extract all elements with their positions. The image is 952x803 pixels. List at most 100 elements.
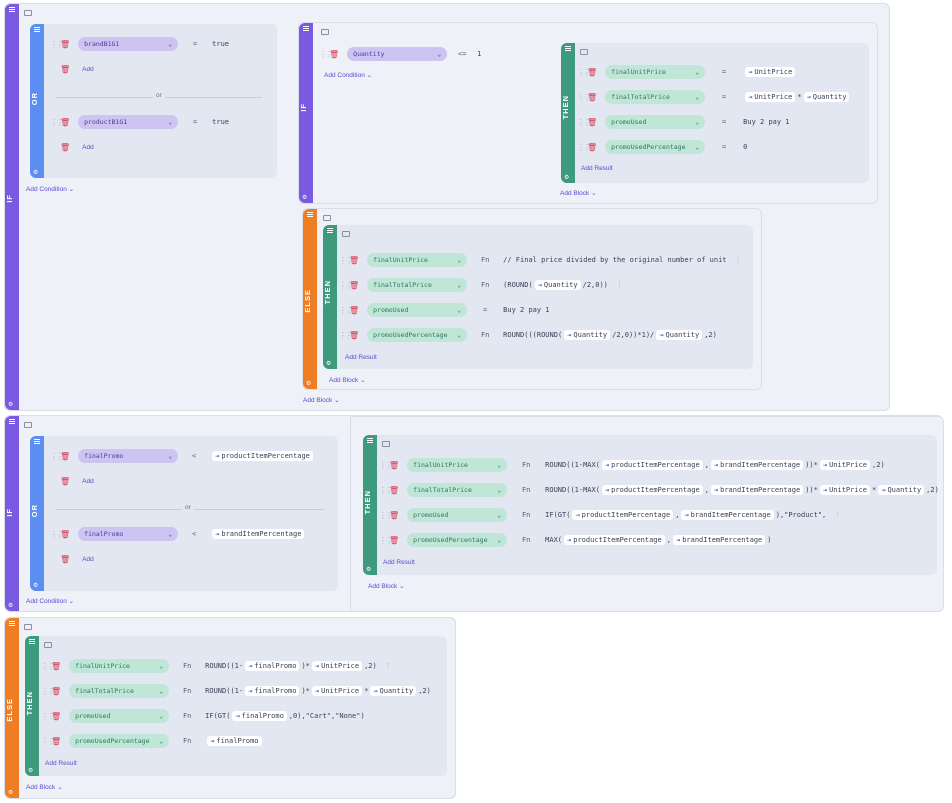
field-select[interactable]: promoUsedPercentage ⌄ xyxy=(605,140,706,154)
operator[interactable]: < xyxy=(192,530,197,538)
trash-icon[interactable]: 🗑 xyxy=(587,67,598,77)
field-select[interactable]: brandB1G1 ⌄ xyxy=(78,37,179,51)
then-bar[interactable]: THEN ⚙ xyxy=(363,435,377,575)
trash-icon[interactable]: 🗑 xyxy=(60,555,71,564)
menu-icon[interactable] xyxy=(327,228,333,233)
reference-chip[interactable]: ⇥ productItemPercentage xyxy=(601,460,703,470)
condition-value[interactable]: 1 xyxy=(477,50,482,58)
menu-icon[interactable] xyxy=(9,419,15,424)
comment-icon[interactable] xyxy=(342,231,350,237)
gear-icon[interactable]: ⚙ xyxy=(302,193,307,201)
condition-value[interactable]: true xyxy=(212,40,230,48)
reference-chip[interactable]: ⇥ Quantity xyxy=(534,280,581,290)
comment-icon[interactable] xyxy=(321,29,329,35)
trash-icon[interactable]: 🗑 xyxy=(587,142,598,152)
trash-icon[interactable]: 🗑 xyxy=(349,255,360,265)
operator[interactable]: < xyxy=(192,452,197,460)
drag-handle-icon[interactable]: ⋮⋮ xyxy=(319,49,333,59)
add-button[interactable]: 🗑 Add xyxy=(60,143,94,152)
drag-handle-icon[interactable]: ⋮⋮ xyxy=(339,330,353,340)
trash-icon[interactable]: 🗑 xyxy=(60,477,71,486)
add-block-button[interactable]: Add Block ⌄ xyxy=(303,397,340,404)
menu-icon[interactable] xyxy=(303,26,309,31)
reference-chip[interactable]: ⇥ UnitPrice xyxy=(311,686,363,696)
operator[interactable]: Fn xyxy=(521,486,531,494)
drag-handle-icon[interactable]: ⋮⋮ xyxy=(379,460,393,470)
if-bar[interactable]: IF ⚙ xyxy=(5,4,19,410)
field-select[interactable]: promoUsed ⌄ xyxy=(605,115,706,129)
trash-icon[interactable]: 🗑 xyxy=(60,451,71,461)
comment-icon[interactable] xyxy=(24,624,32,630)
operator[interactable]: <= xyxy=(457,50,467,58)
field-select[interactable]: finalUnitPrice ⌄ xyxy=(605,65,706,79)
drag-handle-icon[interactable]: ⋮⋮ xyxy=(577,142,591,152)
add-button[interactable]: 🗑 Add xyxy=(60,555,94,564)
drag-handle-icon[interactable]: ⋮⋮ xyxy=(577,117,591,127)
comment-icon[interactable] xyxy=(44,642,52,648)
drag-handle-icon[interactable]: ⋮⋮ xyxy=(339,255,353,265)
operator[interactable]: = xyxy=(483,306,488,314)
operator[interactable]: = xyxy=(722,93,727,101)
reference-chip[interactable]: ⇥ brandItemPercentage xyxy=(710,485,804,495)
then-bar[interactable]: THEN ⚙ xyxy=(25,636,39,776)
operator[interactable]: Fn xyxy=(521,511,531,519)
add-result-button[interactable]: Add Result xyxy=(45,760,77,767)
add-button[interactable]: 🗑 Add xyxy=(60,65,94,74)
field-select[interactable]: promoUsed ⌄ xyxy=(367,303,468,317)
field-select[interactable]: promoUsedPercentage ⌄ xyxy=(407,533,508,547)
operator[interactable]: Fn xyxy=(182,712,192,720)
drag-handle-icon[interactable]: ⋮⋮ xyxy=(50,39,64,49)
field-select[interactable]: Quantity ⌄ xyxy=(347,47,448,61)
reference-chip[interactable]: ⇥ brandItemPercentage xyxy=(672,535,766,545)
field-select[interactable]: finalUnitPrice ⌄ xyxy=(69,659,170,673)
reference-chip[interactable]: ⇥ finalPromo xyxy=(232,711,287,721)
menu-icon[interactable] xyxy=(34,27,40,32)
drag-handle-icon[interactable]: ⋮⋮ xyxy=(50,451,64,461)
drag-handle-icon[interactable]: ⋮⋮ xyxy=(41,736,55,746)
add-result-button[interactable]: Add Result xyxy=(581,165,613,172)
comment-icon[interactable] xyxy=(323,215,331,221)
add-result-button[interactable]: Add Result xyxy=(383,559,415,566)
gear-icon[interactable]: ⚙ xyxy=(326,359,331,367)
field-select[interactable]: promoUsed ⌄ xyxy=(407,508,508,522)
menu-icon[interactable] xyxy=(34,439,40,444)
drag-handle-icon[interactable]: ⋮⋮ xyxy=(50,529,64,539)
result-value[interactable]: Buy 2 pay 1 xyxy=(503,306,550,314)
operator[interactable]: Fn xyxy=(521,536,531,544)
result-value[interactable]: 0 xyxy=(743,143,748,151)
reference-chip[interactable]: ⇥ UnitPrice xyxy=(745,67,796,77)
gear-icon[interactable]: ⚙ xyxy=(8,601,13,609)
if-bar[interactable]: IF ⚙ xyxy=(5,416,19,611)
else-bar[interactable]: ELSE ⚙ xyxy=(5,618,19,798)
trash-icon[interactable]: 🗑 xyxy=(51,736,62,746)
trash-icon[interactable]: 🗑 xyxy=(60,117,71,127)
comment-icon[interactable] xyxy=(24,422,32,428)
gear-icon[interactable]: ⚙ xyxy=(28,766,33,774)
reference-chip[interactable]: ⇥ brandItemPercentage xyxy=(710,460,804,470)
field-select[interactable]: finalPromo ⌄ xyxy=(78,449,179,463)
trash-icon[interactable]: 🗑 xyxy=(51,686,62,696)
or-bar[interactable]: OR ⚙ xyxy=(30,436,44,591)
reference-chip[interactable]: ⇥ finalPromo xyxy=(207,736,262,746)
gear-icon[interactable]: ⚙ xyxy=(366,565,371,573)
field-select[interactable]: productB1G1 ⌄ xyxy=(78,115,179,129)
trash-icon[interactable]: 🗑 xyxy=(51,711,62,721)
reference-chip[interactable]: ⇥ brandItemPercentage xyxy=(212,529,305,539)
trash-icon[interactable]: 🗑 xyxy=(60,39,71,49)
operator[interactable]: Fn xyxy=(182,737,192,745)
add-condition-button[interactable]: Add Condition ⌄ xyxy=(26,598,75,605)
reference-chip[interactable]: ⇥ Quantity xyxy=(656,330,703,340)
trash-icon[interactable]: 🗑 xyxy=(389,535,400,545)
trash-icon[interactable]: 🗑 xyxy=(329,49,340,59)
reference-chip[interactable]: ⇥ Quantity xyxy=(878,485,925,495)
drag-handle-icon[interactable]: ⋮⋮ xyxy=(577,92,591,102)
trash-icon[interactable]: 🗑 xyxy=(349,330,360,340)
add-button[interactable]: 🗑 Add xyxy=(60,477,94,486)
trash-icon[interactable]: 🗑 xyxy=(587,92,598,102)
drag-handle-icon[interactable]: ⋮⋮ xyxy=(339,305,353,315)
trash-icon[interactable]: 🗑 xyxy=(60,143,71,152)
condition-value[interactable]: true xyxy=(212,118,230,126)
else-bar[interactable]: ELSE ⚙ xyxy=(303,209,317,389)
add-block-button[interactable]: Add Block ⌄ xyxy=(329,377,366,384)
add-block-button[interactable]: Add Block ⌄ xyxy=(368,583,405,590)
